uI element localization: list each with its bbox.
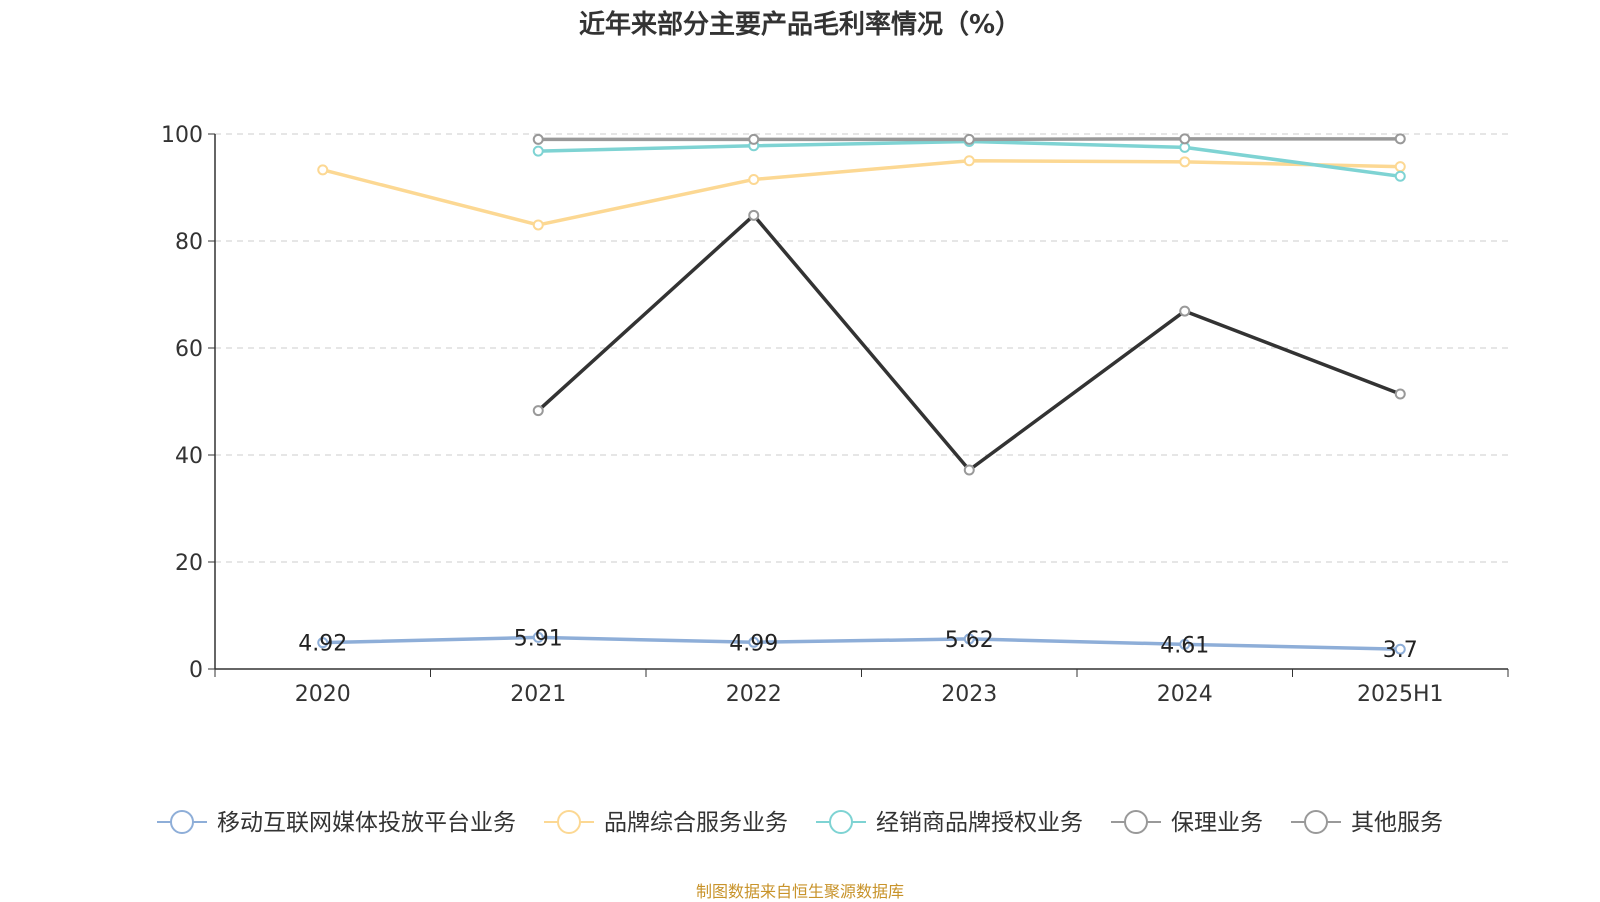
chart-title: 近年来部分主要产品毛利率情况（%） xyxy=(578,10,1022,40)
legend-label: 品牌综合服务业务 xyxy=(604,810,788,836)
legend-circle-icon xyxy=(170,810,194,834)
data-point[interactable] xyxy=(532,631,544,643)
legend-circle-icon xyxy=(557,810,581,834)
data-point[interactable] xyxy=(532,219,544,231)
y-tick-label: 60 xyxy=(175,337,203,362)
legend-item[interactable]: 保理业务 xyxy=(1111,810,1263,836)
y-tick-label: 20 xyxy=(175,551,203,576)
data-point[interactable] xyxy=(532,405,544,417)
y-tick-label: 40 xyxy=(175,444,203,469)
data-point[interactable] xyxy=(1179,305,1191,317)
legend: 移动互联网媒体投放平台业务 品牌综合服务业务 经销商品牌授权业务 保理业务 其他服务 xyxy=(157,810,1443,836)
x-tick-label: 2024 xyxy=(1157,682,1213,707)
series-lines xyxy=(317,133,1406,655)
y-tick-label: 80 xyxy=(175,230,203,255)
legend-label: 其他服务 xyxy=(1351,810,1443,836)
data-point[interactable] xyxy=(1179,638,1191,650)
data-point[interactable] xyxy=(748,173,760,185)
data-label: 4.99 xyxy=(729,631,778,656)
y-tick-label: 0 xyxy=(189,658,203,683)
data-point[interactable] xyxy=(963,155,975,167)
data-label: 4.61 xyxy=(1160,633,1209,658)
data-label: 5.91 xyxy=(514,626,563,651)
x-tick-label: 2023 xyxy=(941,682,997,707)
x-tick-label: 2025H1 xyxy=(1357,682,1444,707)
legend-label: 移动互联网媒体投放平台业务 xyxy=(217,810,516,836)
data-point[interactable] xyxy=(963,133,975,145)
data-point[interactable] xyxy=(1394,388,1406,400)
data-label: 5.62 xyxy=(945,628,994,653)
series-line xyxy=(537,213,1401,472)
series-line xyxy=(322,159,1401,227)
legend-circle-icon xyxy=(1304,810,1328,834)
x-tick-label: 2021 xyxy=(510,682,566,707)
data-point[interactable] xyxy=(963,633,975,645)
legend-item[interactable]: 其他服务 xyxy=(1291,810,1443,836)
data-point[interactable] xyxy=(317,637,329,649)
legend-item[interactable]: 品牌综合服务业务 xyxy=(544,810,788,836)
legend-circle-icon xyxy=(1124,810,1148,834)
data-point[interactable] xyxy=(748,209,760,221)
x-tick-label: 2022 xyxy=(726,682,782,707)
data-point[interactable] xyxy=(1394,133,1406,145)
data-label: 3.7 xyxy=(1383,638,1418,663)
data-point[interactable] xyxy=(1179,156,1191,168)
data-point[interactable] xyxy=(532,133,544,145)
axes: 0 20 40 60 80 100 2020 2021 2022 2023 2024 2025H1 xyxy=(161,123,1509,707)
data-point[interactable] xyxy=(963,464,975,476)
legend-label: 保理业务 xyxy=(1171,810,1263,836)
source-note: 制图数据来自恒生聚源数据库 xyxy=(695,882,904,901)
data-point[interactable] xyxy=(748,636,760,648)
series-line xyxy=(322,635,1401,651)
data-point[interactable] xyxy=(532,145,544,157)
data-point[interactable] xyxy=(317,164,329,176)
data-labels: 4.92 5.91 4.99 5.62 4.61 3.7 xyxy=(298,626,1417,663)
data-point[interactable] xyxy=(1179,133,1191,145)
y-tick-label: 100 xyxy=(161,123,203,148)
legend-circle-icon xyxy=(829,810,853,834)
data-point[interactable] xyxy=(1394,161,1406,173)
legend-item[interactable]: 移动互联网媒体投放平台业务 xyxy=(157,810,516,836)
data-point[interactable] xyxy=(748,133,760,145)
legend-label: 经销商品牌授权业务 xyxy=(876,810,1083,836)
data-point[interactable] xyxy=(1394,170,1406,182)
grid-lines xyxy=(215,133,1508,563)
x-tick-label: 2020 xyxy=(295,682,351,707)
legend-item[interactable]: 经销商品牌授权业务 xyxy=(816,810,1083,836)
data-label: 4.92 xyxy=(298,632,347,657)
data-point[interactable] xyxy=(1394,643,1406,655)
